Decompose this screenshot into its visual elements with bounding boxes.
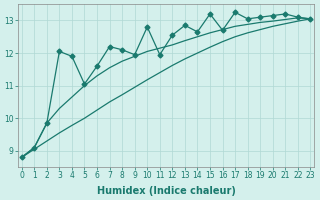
X-axis label: Humidex (Indice chaleur): Humidex (Indice chaleur): [97, 186, 236, 196]
